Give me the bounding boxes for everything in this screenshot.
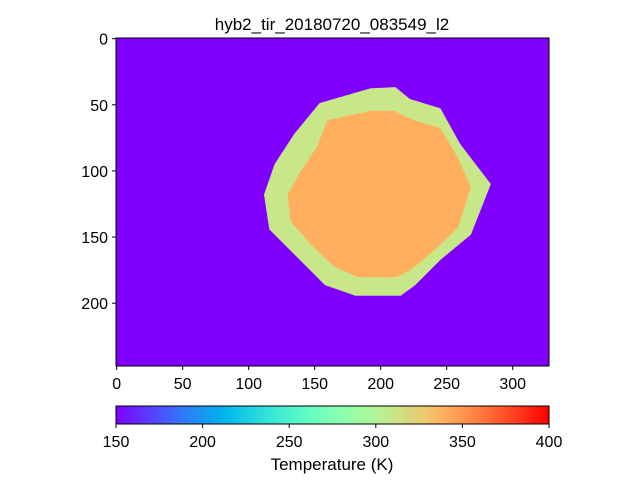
x-tick-label: 100 [235,376,262,393]
x-tick-label: 50 [174,376,192,393]
colorbar [115,405,550,425]
y-tick-label: 0 [99,32,108,49]
colorbar-tick-label: 300 [362,434,389,451]
colorbar-tick-label: 350 [449,434,476,451]
axes-frame [115,37,550,367]
image-region [287,110,471,278]
x-tick-label: 250 [433,376,460,393]
colorbar-tick-label: 200 [189,434,216,451]
colorbar-tick-label: 250 [276,434,303,451]
colorbar-tick-label: 150 [103,434,130,451]
x-tick-label: 200 [367,376,394,393]
chart-title: hyb2_tir_20180720_083549_l2 [215,15,449,34]
x-tick-label: 0 [112,376,121,393]
y-tick-label: 50 [90,98,108,115]
colorbar-tick-label: 400 [536,434,563,451]
y-tick-label: 200 [81,296,108,313]
colorbar-label: Temperature (K) [271,455,394,474]
x-tick-label: 150 [301,376,328,393]
x-tick-label: 300 [499,376,526,393]
y-tick-label: 100 [81,164,108,181]
y-tick-label: 150 [81,230,108,247]
